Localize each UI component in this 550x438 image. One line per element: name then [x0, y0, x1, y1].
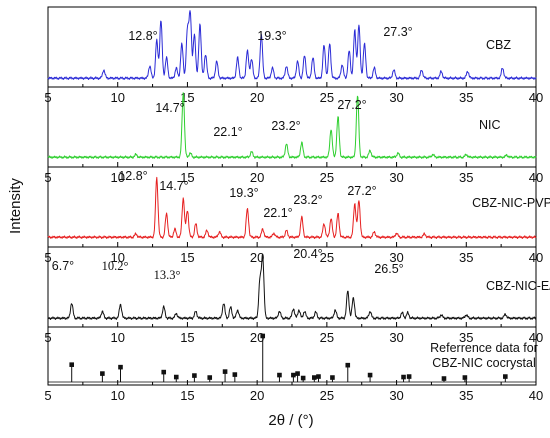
x-tick-label: 35: [459, 250, 473, 265]
x-tick-label: 25: [320, 330, 334, 345]
reference-marker: [503, 374, 508, 379]
reference-marker: [277, 372, 282, 378]
x-tick-label: 35: [459, 388, 473, 403]
x-tick-label: 10: [110, 250, 124, 265]
reference-marker: [232, 372, 238, 377]
x-tick-label: 15: [180, 170, 194, 185]
x-tick-label: 10: [110, 388, 124, 403]
y-axis-title: Intensity: [7, 178, 24, 234]
x-tick-label: 25: [320, 250, 334, 265]
x-tick-label: 5: [44, 388, 51, 403]
reference-marker: [462, 375, 468, 380]
reference-marker: [260, 333, 266, 339]
peak-label: 14.7°: [155, 101, 184, 115]
peak-label: 22.1°: [263, 206, 292, 220]
series-name: NIC: [479, 118, 501, 132]
series-line: [47, 92, 537, 159]
peak-label: 27.3°: [383, 25, 412, 39]
x-tick-label: 20: [250, 250, 264, 265]
x-tick-label: 30: [389, 330, 403, 345]
peak-label: 27.2°: [337, 98, 366, 112]
reference-marker: [295, 371, 300, 376]
reference-marker: [367, 372, 373, 378]
peak-label: 13.3°: [154, 268, 181, 282]
x-tick-label: 15: [180, 388, 194, 403]
x-tick-label: 10: [110, 90, 124, 105]
reference-marker: [207, 375, 213, 380]
reference-marker: [312, 375, 317, 380]
peak-label: 6.7°: [52, 259, 74, 273]
panel-frame: [47, 6, 537, 88]
x-tick-label: 25: [320, 388, 334, 403]
peak-label: 14.7°: [159, 179, 188, 193]
series-name: Referrence data for: [430, 341, 538, 355]
x-tick-label: 20: [250, 90, 264, 105]
x-axis-title: 2θ / (°): [268, 412, 313, 429]
x-tick-label: 15: [180, 330, 194, 345]
reference-marker: [345, 362, 351, 368]
peak-label: 12.8°: [118, 169, 147, 183]
reference-marker: [192, 373, 197, 378]
x-tick-label: 25: [320, 90, 334, 105]
reference-marker: [401, 374, 406, 380]
peak-label: 12.8°: [128, 29, 157, 43]
reference-marker: [161, 369, 167, 375]
peak-label: 10.2°: [102, 259, 129, 273]
x-tick-label: 40: [529, 388, 543, 403]
reference-marker: [100, 371, 105, 376]
reference-marker: [441, 376, 447, 381]
x-tick-label: 30: [389, 90, 403, 105]
peak-label: 22.1°: [213, 125, 242, 139]
series-name: CBZ-NIC-E/W: [486, 279, 550, 293]
x-tick-label: 30: [389, 250, 403, 265]
x-tick-label: 35: [459, 330, 473, 345]
reference-marker: [300, 375, 306, 381]
series-name: CBZ-NIC-PVP: [472, 196, 550, 210]
x-tick-label: 15: [180, 250, 194, 265]
reference-marker: [69, 362, 75, 367]
reference-marker: [406, 374, 412, 379]
series-line: [47, 10, 537, 80]
x-tick-label: 25: [320, 170, 334, 185]
series-line: [47, 253, 537, 320]
peak-label: 23.2°: [293, 193, 322, 207]
reference-marker: [173, 374, 179, 380]
peak-label: 20.4°: [293, 247, 322, 261]
x-tick-label: 20: [250, 388, 264, 403]
x-tick-label: 35: [459, 90, 473, 105]
reference-marker: [118, 364, 123, 370]
peak-label: 26.5°: [374, 262, 403, 276]
x-tick-label: 10: [110, 170, 124, 185]
series-name: CBZ-NIC cocrystal: [432, 356, 535, 370]
peak-label: 19.3°: [229, 186, 258, 200]
x-tick-label: 35: [459, 170, 473, 185]
peak-label: 23.2°: [271, 119, 300, 133]
x-tick-label: 20: [250, 170, 264, 185]
series-name: CBZ: [486, 38, 511, 52]
peak-label: 27.2°: [347, 184, 376, 198]
reference-marker: [291, 372, 296, 378]
reference-marker: [222, 369, 228, 374]
reference-marker: [316, 374, 321, 379]
peak-label: 19.3°: [257, 29, 286, 43]
x-tick-label: 10: [110, 330, 124, 345]
series-line: [47, 176, 537, 239]
x-tick-label: 30: [389, 170, 403, 185]
reference-marker: [330, 375, 335, 380]
x-tick-label: 30: [389, 388, 403, 403]
